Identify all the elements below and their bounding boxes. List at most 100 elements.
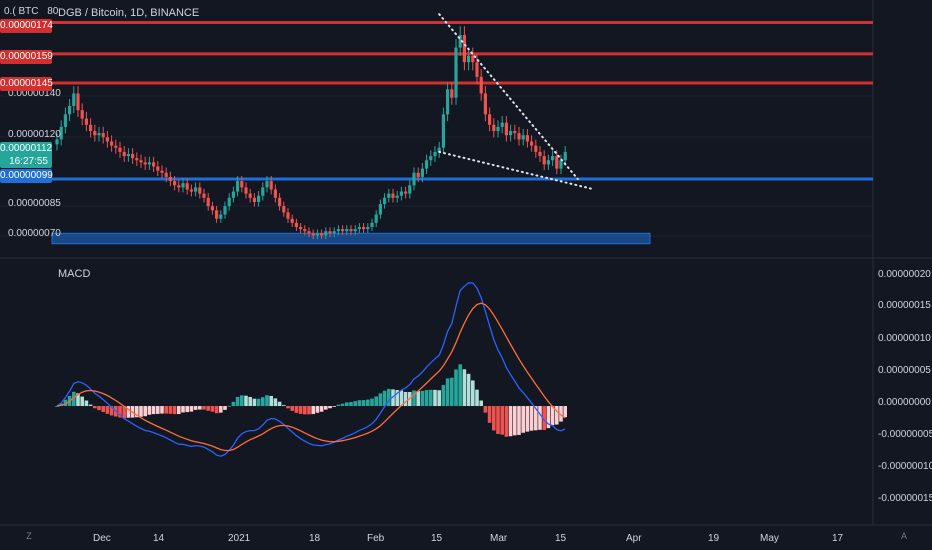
candle-body: [441, 114, 445, 148]
candle-body: [59, 126, 63, 140]
macd-histogram-bar: [340, 403, 345, 407]
macd-histogram-bar: [412, 390, 416, 407]
macd-histogram-bar: [307, 406, 311, 415]
macd-histogram-bar: [101, 406, 105, 413]
macd-line: [56, 282, 566, 457]
candle-body: [475, 62, 479, 77]
timezone-button[interactable]: Z: [26, 531, 32, 541]
candle-body: [492, 124, 496, 132]
macd-histogram-bar: [109, 406, 114, 416]
resistance-tag-3: 0.00000145: [0, 77, 53, 91]
chart-title: DGB / Bitcoin, 1D, BINANCE: [58, 7, 200, 19]
currency-box[interactable]: 0.( BTC 80: [4, 6, 58, 17]
macd-histogram-bar: [441, 385, 446, 407]
candle-body: [517, 133, 521, 140]
candle-body: [542, 156, 546, 165]
macd-histogram-bar: [563, 406, 567, 418]
macd-histogram-bar: [429, 389, 433, 407]
price-axis-label: 0.00000085: [8, 198, 61, 209]
candle-body: [324, 231, 328, 236]
candle-body: [177, 185, 181, 188]
candle-body: [496, 126, 500, 132]
macd-histogram-bar: [160, 406, 164, 414]
currency-value: 80: [47, 6, 59, 17]
macd-histogram-bar: [315, 406, 320, 413]
macd-axis-label: -0.00000005: [878, 429, 932, 440]
candle-body: [332, 231, 336, 234]
macd-histogram-bar: [525, 406, 530, 432]
macd-histogram-bar: [353, 401, 357, 407]
price-axis: 0.00000140 0.00000120 0.00000085 0.00000…: [8, 88, 61, 239]
macd-histogram-bar: [139, 406, 143, 417]
candle-body: [530, 141, 534, 146]
candle-body: [223, 206, 227, 215]
macd-histogram-bar: [269, 395, 273, 407]
macd-histogram-bar: [76, 393, 80, 407]
macd-histogram-bar: [210, 406, 215, 412]
macd-histogram-bar: [63, 399, 68, 407]
macd-histogram-bar: [542, 406, 546, 430]
candle-body: [420, 168, 424, 177]
candle-body: [320, 233, 324, 236]
macd-histogram-bar: [450, 377, 454, 407]
macd-histogram-bar: [198, 406, 202, 410]
macd-histogram-bar: [361, 400, 366, 407]
macd-histogram-bar: [508, 406, 513, 437]
macd-axis-label: 0.00000005: [878, 365, 931, 376]
candle-body: [412, 172, 416, 186]
macd-histogram-bar: [458, 364, 462, 407]
candle-body: [349, 229, 353, 232]
macd-histogram-bar: [193, 406, 198, 410]
candle-body: [479, 76, 483, 94]
time-axis-label: Mar: [490, 533, 508, 544]
macd-histogram-bar: [177, 406, 181, 415]
candle-body: [378, 204, 382, 215]
macd-histogram-bar: [416, 391, 420, 407]
candle-body: [383, 197, 387, 205]
candle-body: [425, 160, 429, 169]
auto-scale-button[interactable]: A: [900, 531, 907, 541]
candle-body: [215, 210, 219, 219]
candle-body: [525, 135, 529, 142]
candle-body: [299, 227, 303, 230]
macd-histogram-bar: [437, 390, 441, 407]
candle-body: [164, 172, 168, 177]
macd-histogram-bar: [521, 406, 525, 433]
candle-body: [395, 195, 399, 198]
time-axis-label: 15: [555, 533, 567, 544]
macd-histogram-bar: [290, 406, 294, 411]
candle-body: [483, 93, 487, 115]
macd-histogram-bar: [282, 405, 286, 407]
macd-histogram-bar: [357, 400, 362, 407]
macd-histogram: [55, 364, 567, 437]
candle-body: [341, 229, 345, 232]
candle-body: [143, 162, 147, 165]
time-axis-label: 15: [431, 533, 443, 544]
candle-body: [89, 124, 93, 132]
macd-histogram-bar: [487, 406, 492, 423]
time-axis-label: May: [760, 533, 779, 544]
candle-body: [122, 151, 126, 157]
candle-body: [181, 183, 185, 188]
candle-body: [433, 151, 437, 157]
candle-body: [404, 191, 408, 194]
candle-body: [551, 156, 555, 161]
macd-histogram-bar: [500, 406, 504, 435]
macd-histogram-bar: [244, 395, 248, 407]
candle-body: [257, 195, 261, 202]
price-axis-label: 0.00000140: [8, 88, 61, 99]
macd-histogram-bar: [231, 401, 236, 407]
price-axis-label: 0.00000070: [8, 228, 61, 239]
candle-body: [227, 197, 231, 207]
candle-body: [63, 114, 67, 127]
time-axis: Dec 14 2021 18 Feb 15 Mar 15 Apr 19 May …: [93, 533, 844, 544]
macd-histogram-bar: [399, 390, 404, 407]
macd-histogram-bar: [202, 406, 206, 410]
candle-body: [206, 197, 210, 207]
candle-body: [429, 156, 433, 161]
candle-body: [336, 229, 340, 232]
macd-histogram-bar: [181, 406, 185, 413]
macd-histogram-bar: [156, 406, 160, 414]
